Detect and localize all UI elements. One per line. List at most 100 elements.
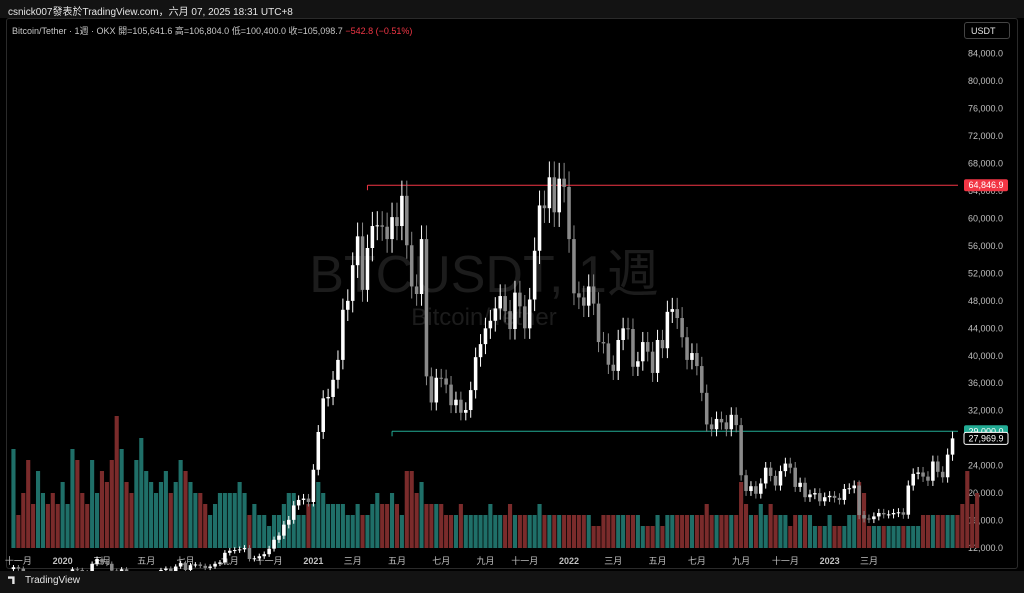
candle-body [862,515,866,519]
volume-bar [920,515,926,548]
candle-body [562,178,566,187]
price-tick-label: 20,000.0 [968,488,1003,498]
publish-bar: csnick007發表於TradingView.com，六月 07, 2025 … [0,0,1024,18]
volume-bar [380,504,385,548]
volume-bar [444,515,449,548]
low-value: 低=100,400.0 [231,26,286,36]
volume-bar [178,460,183,548]
volume-bar [360,515,365,548]
change-value: −542.8 (−0.51%) [345,26,413,36]
candle-body [532,250,537,300]
volume-bar [335,504,341,548]
candle-body [591,286,596,304]
candle-body [409,245,414,287]
volume-bar [616,515,621,548]
candle-body [744,475,748,492]
volume-bar [153,493,159,548]
volume-bar [812,526,817,548]
price-tick-label: 68,000.0 [968,159,1003,169]
candle-body [291,505,296,520]
volume-bar [911,526,916,548]
candle-body [749,486,753,492]
candle-body [434,377,439,403]
candle-body [459,399,463,413]
candle-body [419,239,424,294]
volume-bar [247,515,252,548]
candle-body [16,567,21,569]
volume-bar [139,438,144,548]
volume-bar [591,526,596,548]
volume-bar [852,515,857,548]
candle-body [704,392,709,425]
price-tick-label: 72,000.0 [968,131,1003,141]
volume-bar [542,515,547,548]
volume-bar [670,515,675,548]
watermark-name: Bitcoin/Tether [411,304,556,331]
price-tick-label: 56,000.0 [968,241,1003,251]
volume-bar [571,515,577,548]
volume-bar [129,493,134,548]
time-tick-label: 十一月 [772,555,799,566]
volume-bar [802,515,808,548]
currency-unit-button[interactable]: USDT [964,22,1010,39]
candle-body [542,205,547,209]
candle-body [616,339,620,371]
volume-bar [640,526,645,548]
volume-bar [468,515,473,548]
volume-bar [183,471,188,548]
candle-body [852,485,856,489]
candle-body [793,467,797,487]
candle-body [759,483,763,494]
volume-bar [625,515,631,548]
brand-name: TradingView [25,575,81,586]
volume-bar [330,504,336,548]
time-tick-label: 九月 [732,556,750,566]
volume-bar [424,504,429,548]
volume-bar [365,515,370,548]
volume-bar [758,504,763,548]
candle-body [655,339,660,373]
candle-body [523,306,527,329]
candle-body [832,495,837,498]
candle-body [567,186,571,240]
volume-bar [552,515,557,548]
volume-bar [119,449,124,548]
candle-body [690,353,694,360]
candle-body [232,550,237,552]
candle-body [380,225,384,227]
candle-body [670,309,675,312]
volume-bar [945,515,950,548]
volume-bar [704,504,709,548]
candle-body [513,292,517,330]
candle-body [768,467,773,476]
candle-body [178,563,183,567]
volume-bar [355,504,360,548]
candle-body [188,565,193,570]
candle-body [508,311,512,330]
volume-bar [114,416,119,548]
candle-body [503,296,507,312]
volume-bar [665,515,670,548]
tradingview-logo[interactable]: TradingView [8,575,80,586]
volume-bar [453,515,459,548]
chart-frame[interactable] [6,18,1018,569]
volume-bar [399,515,404,548]
volume-bar [149,482,154,548]
volume-bar [208,515,213,548]
time-tick-label: 三月 [604,556,622,566]
volume-bar [970,504,975,548]
candle-body [803,482,807,498]
candle-body [468,390,473,411]
volume-bar [458,504,463,548]
candle-body [798,482,802,487]
volume-bar [345,515,350,548]
symbol-name[interactable]: Bitcoin/Tether · 1週 · OKX [12,26,116,36]
volume-bar [276,515,282,548]
volume-bar [522,515,527,548]
price-tick-label: 48,000.0 [968,296,1003,306]
volume-bar [507,504,513,548]
volume-bar [916,526,921,548]
candle-body [267,548,271,555]
volume-bar [748,515,754,548]
